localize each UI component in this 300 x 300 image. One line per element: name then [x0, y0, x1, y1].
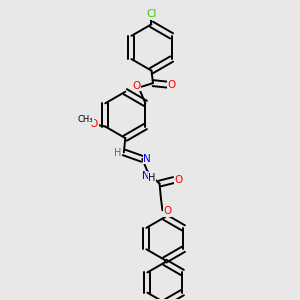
- Text: H: H: [114, 148, 121, 158]
- Text: O: O: [168, 80, 176, 90]
- Text: N: N: [143, 154, 151, 164]
- Text: O: O: [174, 175, 183, 185]
- Text: O: O: [163, 206, 171, 216]
- Text: O: O: [132, 81, 140, 91]
- Text: CH₃: CH₃: [78, 115, 93, 124]
- Text: Cl: Cl: [146, 10, 157, 20]
- Text: H: H: [148, 172, 155, 183]
- Text: O: O: [90, 119, 98, 129]
- Text: N: N: [142, 171, 150, 181]
